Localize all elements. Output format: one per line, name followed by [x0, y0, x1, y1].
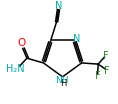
- Text: O: O: [17, 38, 25, 48]
- Text: NH: NH: [55, 76, 69, 85]
- Text: F: F: [95, 71, 100, 81]
- Text: N: N: [55, 1, 63, 11]
- Text: H₂N: H₂N: [6, 64, 25, 74]
- Text: N: N: [73, 34, 80, 44]
- Text: F: F: [104, 66, 110, 76]
- Text: F: F: [103, 51, 109, 61]
- Text: H: H: [61, 79, 67, 88]
